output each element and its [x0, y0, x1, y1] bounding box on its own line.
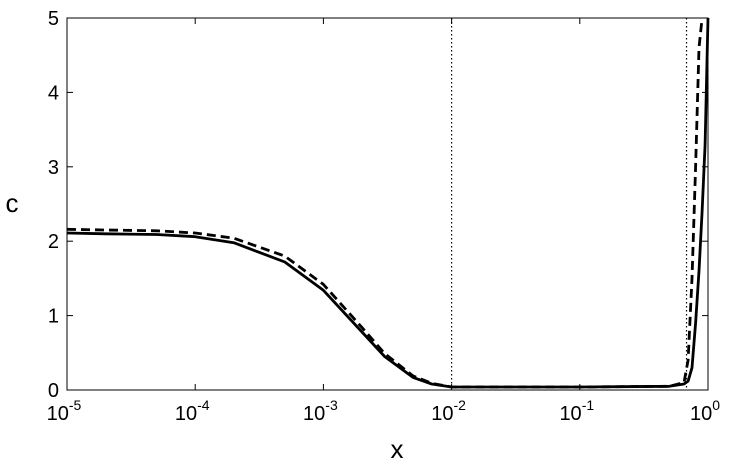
x-tick-label: 10-1: [559, 397, 594, 425]
x-tick-label: 10-5: [47, 397, 82, 425]
x-tick-exponent: -4: [197, 397, 210, 413]
x-tick-label: 10-4: [175, 397, 210, 425]
x-tick-exponent: -2: [453, 397, 466, 413]
series-line: [66, 17, 710, 389]
series-line: [66, 17, 704, 389]
x-tick-label: 100: [690, 397, 720, 425]
x-tick-base: 10: [47, 403, 69, 425]
plot-frame: [66, 17, 709, 391]
x-tick-exponent: -5: [69, 397, 82, 413]
x-tick-label: 10-2: [431, 397, 466, 425]
x-tick-base: 10: [690, 403, 712, 425]
y-tick-label: 2: [48, 231, 59, 253]
y-tick-label: 5: [48, 8, 59, 30]
y-tick-label: 4: [48, 82, 59, 104]
y-tick-label: 0: [48, 380, 59, 402]
x-tick-label: 10-3: [303, 397, 338, 425]
x-tick-exponent: 0: [712, 397, 720, 413]
y-tick-label: 1: [48, 306, 59, 328]
x-tick-base: 10: [431, 403, 453, 425]
y-axis-label: c: [6, 188, 19, 218]
x-axis-label: x: [391, 434, 404, 464]
x-tick-base: 10: [303, 403, 325, 425]
x-tick-base: 10: [559, 403, 581, 425]
x-tick-base: 10: [175, 403, 197, 425]
x-tick-exponent: -3: [325, 397, 338, 413]
y-tick-label: 3: [48, 157, 59, 179]
x-tick-exponent: -1: [582, 397, 595, 413]
